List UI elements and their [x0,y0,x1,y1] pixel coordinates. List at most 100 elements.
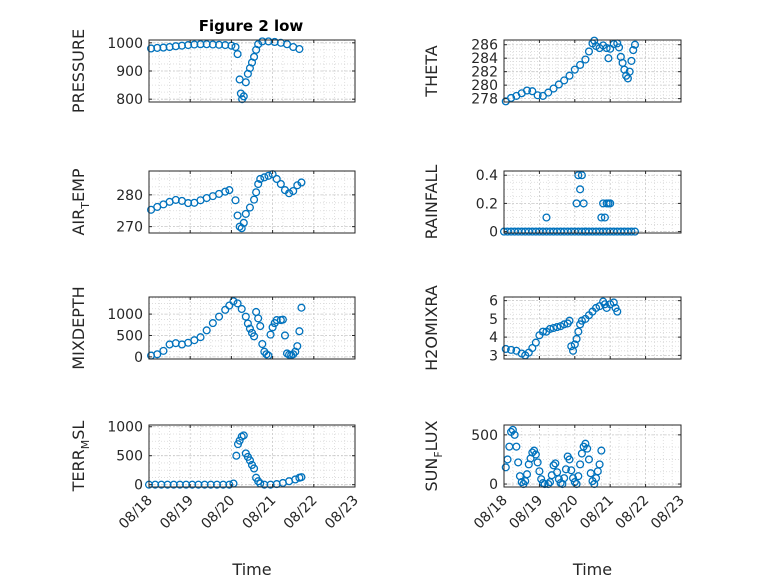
data-point [202,326,211,335]
data-point [614,43,624,52]
data-point [551,459,560,468]
data-point [560,320,569,329]
data-point [510,430,519,439]
y-tick-label: 1000 [107,420,143,436]
data-point [278,315,287,324]
y-tick-label: 280 [471,78,498,94]
panel-pressure: 800 900 1000 PRESSURE [69,29,356,113]
y-tick-label: 282 [471,65,498,81]
data-point [237,304,246,314]
data-point [517,478,526,487]
data-point [522,470,532,479]
series-markers [147,297,306,360]
data-point [507,345,516,354]
data-point [597,446,606,455]
data-point [630,227,640,236]
data-point [574,327,583,336]
data-point [297,473,306,482]
y-tick-label: 0.2 [476,196,498,212]
axes-box [503,170,682,234]
data-point [528,344,537,353]
data-point [295,44,304,54]
series-markers [501,297,622,360]
data-point [613,307,622,316]
data-point [507,93,516,103]
data-point [549,323,558,333]
data-point [268,323,277,332]
data-point [577,171,586,180]
panel-air-temp: 270 280 AIRT​EMP [69,168,356,236]
y-tick-label: 1000 [107,307,143,323]
data-point [239,431,248,440]
data-point [235,436,244,445]
data-point [604,54,613,63]
data-point [528,87,537,96]
data-point [241,209,250,218]
data-point [258,339,267,349]
y-tick-label: 0 [489,477,498,493]
y-tick-label: 4 [489,330,498,346]
y-tick-label: 900 [116,64,143,80]
data-point [252,188,261,197]
data-point [254,179,263,189]
data-point [512,442,521,451]
data-point [560,474,569,483]
y-tick-label: 270 [116,220,143,236]
y-axis-label: MIXDEPTH [69,286,88,369]
y-tick-label: 284 [471,51,498,67]
data-point [264,171,273,180]
data-point [241,78,250,87]
y-axis-label: THETA [422,45,441,97]
data-point [568,474,578,483]
data-point [231,42,240,52]
data-point [254,314,263,323]
data-point [233,211,242,220]
data-point [565,316,574,325]
y-tick-label: 800 [116,92,143,108]
data-point [229,297,238,306]
y-tick-label: 1000 [107,36,143,52]
y-tick-label: 278 [471,92,498,108]
data-point [233,50,242,59]
data-point [606,199,615,208]
data-point [237,224,246,233]
y-axis-label: RAINFALL [422,165,441,240]
data-point [574,472,583,481]
data-point [627,56,636,65]
y-tick-label: 6 [489,294,498,310]
data-point [549,84,558,93]
x-axis-label: Time [572,560,612,579]
y-tick-label: 0 [134,478,143,494]
data-point [584,47,594,56]
data-point [542,213,551,222]
axes-box [148,170,356,234]
data-point [214,312,224,321]
data-point [501,344,510,354]
data-point [531,338,540,347]
panel-h2omixra: 3 4 5 6 H2OMIXRA [422,285,682,371]
series-markers [144,431,306,489]
y-tick-label: 0.4 [476,168,498,184]
data-point [597,213,606,222]
data-point [602,44,611,53]
data-point [579,199,588,208]
data-point [570,340,579,349]
data-point [561,465,570,474]
data-point [250,195,259,204]
series-markers [499,171,640,236]
y-tick-label: 500 [116,449,143,465]
data-point [583,444,592,453]
data-point [289,186,298,196]
data-point [297,303,306,312]
y-tick-label: 5 [489,312,498,328]
data-point [285,189,294,198]
data-point [530,446,539,455]
data-point [256,322,265,331]
data-point [586,469,595,478]
data-point [576,60,585,69]
y-tick-label: 3 [489,348,498,364]
data-point [576,460,585,469]
